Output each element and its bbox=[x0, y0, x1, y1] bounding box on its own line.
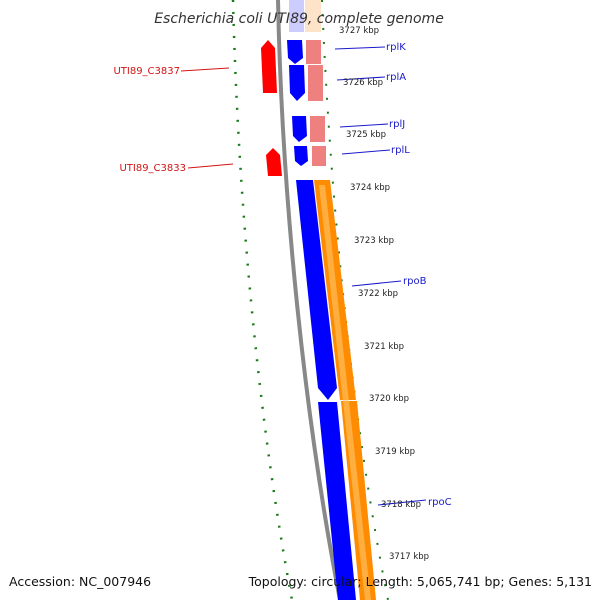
kbp-label: 3726 kbp bbox=[343, 78, 383, 88]
upper-product-box bbox=[305, 0, 321, 32]
UTI89-C3837-leader bbox=[180, 67, 230, 72]
rplK-product bbox=[306, 40, 321, 64]
UTI89-C3833-leader bbox=[187, 163, 234, 169]
kbp-label: 3721 kbp bbox=[364, 342, 404, 352]
rpo-product-highlight bbox=[319, 185, 371, 600]
upper-cds-box bbox=[289, 0, 304, 32]
kbp-label: 3719 kbp bbox=[375, 447, 415, 457]
rpoC-cds bbox=[318, 402, 356, 600]
kbp-label: 3722 kbp bbox=[358, 289, 398, 299]
rplJ-cds bbox=[292, 116, 307, 142]
kbp-label: 3717 kbp bbox=[389, 552, 429, 562]
kbp-label: 3725 kbp bbox=[346, 130, 386, 140]
gene-label-rplK: rplK bbox=[386, 42, 406, 53]
map-title: Escherichia coli UTI89, complete genome bbox=[154, 11, 444, 27]
rplK-cds bbox=[287, 40, 303, 64]
outer-tick-track bbox=[231, 0, 294, 600]
rplA-product bbox=[308, 65, 323, 101]
gene-label-rplL: rplL bbox=[391, 145, 410, 156]
gene-label-UTI89-C3837: UTI89_C3837 bbox=[113, 66, 180, 77]
genome-summary-text: Topology: circular; Length: 5,065,741 bp… bbox=[248, 574, 592, 589]
UTI89-C3833-cds bbox=[266, 148, 282, 176]
rplA-leader bbox=[336, 76, 386, 81]
accession-text: Accession: NC_007946 bbox=[9, 574, 151, 589]
rplJ-leader bbox=[339, 123, 389, 128]
gene-label-rplJ: rplJ bbox=[389, 119, 405, 130]
rplA-cds bbox=[289, 65, 305, 101]
kbp-label: 3727 kbp bbox=[339, 26, 379, 36]
rplL-leader bbox=[341, 149, 391, 155]
kbp-label: 3718 kbp bbox=[381, 500, 421, 510]
gene-label-UTI89-C3833: UTI89_C3833 bbox=[119, 163, 186, 174]
genome-backbone bbox=[276, 0, 342, 600]
gene-label-rplA: rplA bbox=[386, 72, 406, 83]
rpoC-leader bbox=[377, 499, 427, 506]
rpoB-leader bbox=[351, 280, 402, 287]
gene-label-rpoC: rpoC bbox=[428, 497, 452, 508]
rplJ-product bbox=[310, 116, 325, 142]
rplK-leader bbox=[334, 46, 386, 50]
gene-label-rpoB: rpoB bbox=[403, 276, 427, 287]
UTI89-C3837-cds bbox=[261, 40, 277, 93]
rpoB-cds bbox=[296, 180, 337, 400]
kbp-label: 3723 kbp bbox=[354, 236, 394, 246]
kbp-label: 3724 kbp bbox=[350, 183, 390, 193]
rplL-cds bbox=[294, 146, 308, 166]
rplL-product bbox=[312, 146, 326, 166]
kbp-label: 3720 kbp bbox=[369, 394, 409, 404]
